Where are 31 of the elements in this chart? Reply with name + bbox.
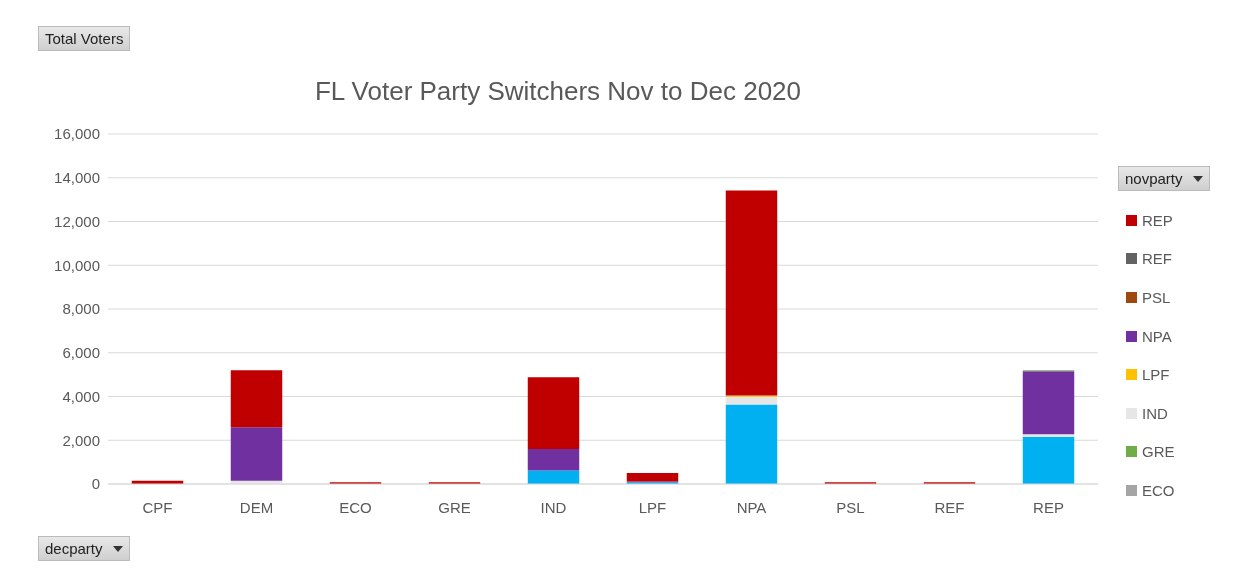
y-tick-label: 10,000 [54, 256, 100, 274]
legend-label: GRE [1142, 443, 1175, 461]
x-tick-label: LPF [638, 498, 667, 516]
y-tick-label: 6,000 [62, 344, 100, 362]
chart-title: FL Voter Party Switchers Nov to Dec 2020 [314, 76, 802, 107]
y-tick-label: 0 [91, 475, 100, 493]
y-tick-label: 14,000 [54, 169, 100, 187]
x-tick-label: IND [540, 498, 567, 516]
legend-label: IND [1142, 404, 1168, 422]
legend-label: ECO [1142, 481, 1175, 499]
y-tick-label: 4,000 [62, 387, 100, 405]
x-tick-label: ECO [339, 498, 372, 516]
x-axis-title: decparty [45, 540, 103, 557]
x-tick-label: DEM [239, 498, 274, 516]
legend-label: REP [1142, 211, 1173, 229]
y-tick-label: 8,000 [62, 300, 100, 318]
legend-label: NPA [1142, 327, 1172, 345]
text: Total Voters [45, 30, 124, 47]
legend-label: LPF [1142, 366, 1170, 384]
x-tick-label: GRE [438, 498, 471, 516]
y-tick-label: 12,000 [54, 212, 100, 230]
legend-label: PSL [1142, 288, 1171, 306]
legend-title: novparty [1125, 170, 1183, 187]
x-tick-label: CPF [142, 498, 173, 516]
legend-label: REF [1142, 250, 1172, 268]
y-tick-label: 2,000 [62, 431, 100, 449]
y-tick-label: 16,000 [54, 125, 100, 143]
x-tick-label: NPA [736, 498, 767, 516]
x-tick-label: REF [934, 498, 965, 516]
x-tick-label: PSL [836, 498, 865, 516]
x-tick-label: REP [1033, 498, 1064, 516]
